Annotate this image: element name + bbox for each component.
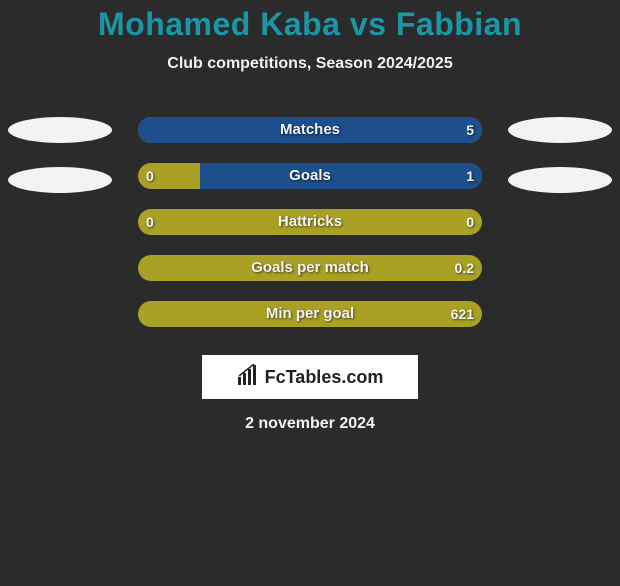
right-player-marker bbox=[508, 167, 612, 193]
left-player-marker bbox=[8, 167, 112, 193]
bar-track bbox=[138, 301, 482, 327]
bar-fill-right bbox=[200, 163, 482, 189]
stat-row: Goals per match0.2 bbox=[0, 245, 620, 291]
chart-bars-icon bbox=[237, 364, 259, 391]
bar-track bbox=[138, 117, 482, 143]
left-player-marker bbox=[8, 117, 112, 143]
page-title: Mohamed Kaba vs Fabbian bbox=[0, 6, 620, 43]
stat-row: Matches5 bbox=[0, 107, 620, 153]
bar-track bbox=[138, 209, 482, 235]
attribution-text: FcTables.com bbox=[265, 367, 384, 388]
stat-row: Hattricks00 bbox=[0, 199, 620, 245]
right-player-marker bbox=[508, 117, 612, 143]
comparison-chart: Matches5Goals01Hattricks00Goals per matc… bbox=[0, 107, 620, 337]
bar-track bbox=[138, 255, 482, 281]
attribution-box: FcTables.com bbox=[202, 355, 418, 399]
page-subtitle: Club competitions, Season 2024/2025 bbox=[0, 55, 620, 73]
bar-track bbox=[138, 163, 482, 189]
footer-date: 2 november 2024 bbox=[0, 415, 620, 433]
stat-row: Goals01 bbox=[0, 153, 620, 199]
bar-fill-right bbox=[138, 117, 482, 143]
stat-row: Min per goal621 bbox=[0, 291, 620, 337]
